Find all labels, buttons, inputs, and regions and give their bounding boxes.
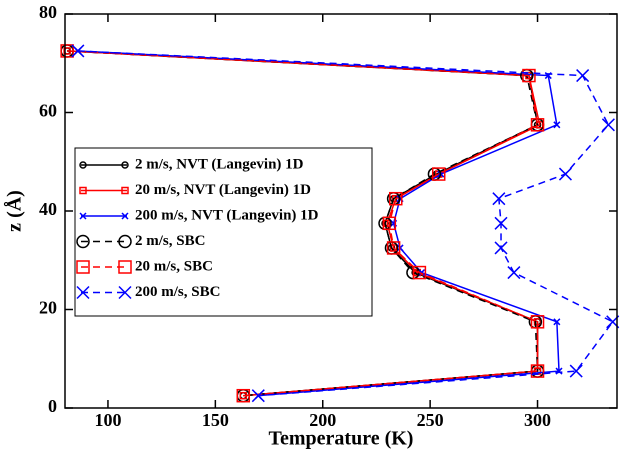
marker xyxy=(79,212,87,220)
marker xyxy=(522,68,536,83)
marker xyxy=(530,315,545,329)
marker xyxy=(236,388,251,403)
marker xyxy=(494,216,508,230)
legend-label: 200 m/s, NVT (Langevin) 1D xyxy=(135,207,319,223)
marker xyxy=(530,364,545,378)
marker xyxy=(392,194,400,203)
marker xyxy=(389,191,403,206)
y-tick-label: 20 xyxy=(39,298,57,318)
x-axis-label: Temperature (K) xyxy=(269,428,414,450)
marker xyxy=(121,212,129,220)
marker xyxy=(576,69,590,83)
legend-label: 200 m/s, SBC xyxy=(135,284,220,300)
marker xyxy=(121,186,129,195)
y-tick-label: 0 xyxy=(48,396,57,416)
marker xyxy=(558,167,572,181)
y-tick-label: 60 xyxy=(39,101,57,121)
x-tick-label: 200 xyxy=(309,410,336,430)
x-tick-label: 250 xyxy=(417,410,444,430)
series-line xyxy=(67,50,539,397)
marker xyxy=(118,285,132,300)
plot-frame xyxy=(64,13,618,409)
marker xyxy=(412,265,427,280)
marker xyxy=(121,161,129,169)
marker xyxy=(494,241,508,255)
x-tick-label: 300 xyxy=(524,410,551,430)
marker xyxy=(382,216,397,231)
x-tick-label: 150 xyxy=(202,410,229,430)
marker xyxy=(79,186,87,195)
marker xyxy=(79,161,87,169)
marker xyxy=(76,234,90,249)
y-tick-label: 40 xyxy=(39,199,57,219)
marker xyxy=(553,318,561,326)
marker xyxy=(118,260,132,274)
legend-label: 2 m/s, NVT (Langevin) 1D xyxy=(135,156,304,172)
marker xyxy=(251,389,265,403)
marker xyxy=(535,121,544,129)
legend-box xyxy=(74,147,373,317)
marker xyxy=(76,260,90,274)
marker xyxy=(118,234,132,249)
marker xyxy=(71,44,85,58)
x-tick-label: 100 xyxy=(94,410,121,430)
marker xyxy=(383,219,391,228)
marker xyxy=(60,44,74,58)
marker xyxy=(507,266,521,280)
legend-label: 2 m/s, SBC xyxy=(135,233,205,249)
legend-label: 20 m/s, SBC xyxy=(135,258,213,274)
marker xyxy=(76,285,90,300)
y-axis-label: z (Å) xyxy=(3,190,26,232)
marker xyxy=(418,269,426,277)
marker xyxy=(553,121,561,129)
legend-label: 20 m/s, NVT (Langevin) 1D xyxy=(135,182,311,198)
marker xyxy=(530,118,545,132)
marker xyxy=(431,167,446,181)
marker xyxy=(569,364,583,378)
marker xyxy=(601,118,615,132)
marker xyxy=(492,192,506,206)
marker xyxy=(386,241,401,255)
y-tick-label: 80 xyxy=(39,2,57,22)
marker xyxy=(389,244,398,252)
